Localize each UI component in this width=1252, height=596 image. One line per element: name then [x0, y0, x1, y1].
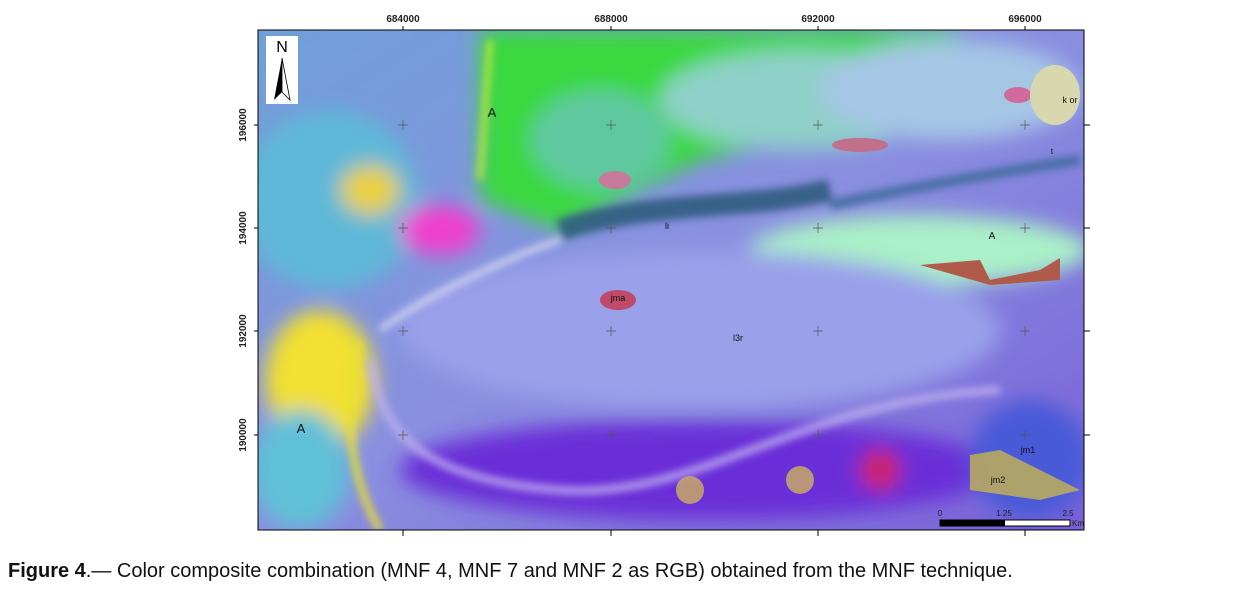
grid-cross — [606, 326, 616, 336]
north-arrow: N — [266, 36, 298, 104]
scale-bar — [939, 519, 1071, 527]
grid-cross — [1020, 223, 1030, 233]
grid-cross — [606, 223, 616, 233]
north-label: N — [276, 39, 288, 56]
satellite-image — [258, 30, 1084, 530]
x-tick-label: 696000 — [1008, 14, 1042, 25]
map-label: jma — [610, 293, 626, 303]
y-tick-label: 196000 — [238, 108, 249, 142]
grid-cross — [398, 223, 408, 233]
map-label: k or — [1062, 95, 1077, 105]
y-tick-label: 190000 — [238, 418, 249, 452]
grid-cross — [398, 326, 408, 336]
grid-cross — [606, 430, 616, 440]
grid-cross — [606, 120, 616, 130]
scale-label: 0 — [938, 509, 943, 518]
map-label: A — [488, 105, 497, 120]
grid-cross — [1020, 430, 1030, 440]
map-label: jm1 — [1020, 445, 1036, 455]
grid-cross — [813, 326, 823, 336]
map-figure: N 684000 688000 692000 696000 196000 194000 19… — [238, 14, 1090, 536]
grid-cross — [1020, 326, 1030, 336]
map-label: l3r — [733, 333, 743, 343]
scale-label: 1.25 — [996, 509, 1012, 518]
map-label: A — [989, 231, 996, 242]
x-tick-label: 684000 — [386, 14, 420, 25]
grid-cross — [813, 223, 823, 233]
caption-text: .— Color composite combination (MNF 4, M… — [85, 560, 1013, 582]
caption: Figure 4.— Color composite combination (… — [8, 560, 1013, 583]
scale-unit: Km — [1072, 519, 1084, 528]
grid-cross — [813, 430, 823, 440]
grid-cross — [398, 120, 408, 130]
y-tick-label: 194000 — [238, 211, 249, 245]
caption-label: Figure 4 — [8, 560, 86, 582]
map-label: A — [297, 421, 306, 436]
grid-cross — [398, 430, 408, 440]
grid-cross — [813, 120, 823, 130]
map-label: li — [665, 221, 669, 231]
map-label: jm2 — [990, 475, 1006, 485]
scale-label: 2.5 — [1062, 509, 1074, 518]
y-tick-label: 192000 — [238, 314, 249, 348]
map-label: t — [1051, 147, 1054, 156]
x-tick-label: 692000 — [801, 14, 835, 25]
grid-cross — [1020, 120, 1030, 130]
x-tick-label: 688000 — [594, 14, 628, 25]
